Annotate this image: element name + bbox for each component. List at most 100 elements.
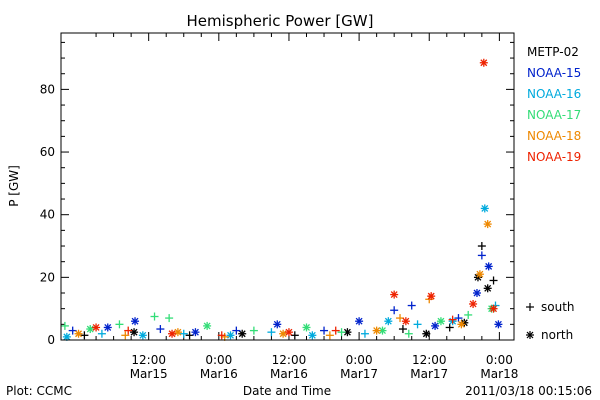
south-point-noaa-19 — [124, 326, 133, 335]
x-tick-date-label: Mar17 — [410, 367, 448, 381]
marker-legend-north-icon — [526, 331, 534, 339]
north-point-noaa-17 — [203, 321, 212, 330]
south-point-noaa-19 — [448, 315, 457, 324]
legend-item-noaa-19: NOAA-19 — [527, 150, 581, 164]
north-point-noaa-16 — [226, 331, 235, 340]
south-point-noaa-18 — [396, 314, 405, 323]
footer-plot-source: Plot: CCMC — [6, 384, 72, 398]
south-point-metp-02 — [398, 325, 407, 334]
x-tick-time-label: 0:00 — [205, 353, 232, 367]
legend-item-metp-02: METP-02 — [527, 45, 579, 59]
south-point-metp-02 — [489, 276, 498, 285]
north-point-noaa-18 — [475, 270, 484, 279]
north-point-noaa-19 — [489, 304, 498, 313]
y-tick-label: 80 — [40, 82, 55, 96]
south-point-metp-02 — [185, 331, 194, 340]
north-point-noaa-19 — [390, 290, 399, 299]
north-point-noaa-15 — [131, 317, 140, 326]
legend-item-noaa-17: NOAA-17 — [527, 108, 581, 122]
north-point-noaa-18 — [372, 326, 381, 335]
south-point-metp-02 — [445, 323, 454, 332]
north-point-noaa-17 — [302, 323, 311, 332]
north-point-noaa-15 — [355, 317, 364, 326]
north-point-noaa-17 — [436, 317, 445, 326]
x-tick-time-label: 0:00 — [486, 353, 513, 367]
legend-item-noaa-15: NOAA-15 — [527, 66, 581, 80]
y-axis-label: P [GW] — [7, 165, 21, 207]
south-point-noaa-15 — [390, 306, 399, 315]
south-point-noaa-16 — [360, 329, 369, 338]
legend: METP-02 NOAA-15 NOAA-16 NOAA-17 NOAA-18 NOAA-… — [527, 45, 581, 164]
south-point-noaa-19 — [331, 326, 340, 335]
x-tick-date-label: Mar17 — [340, 367, 378, 381]
footer-timestamp: 2011/03/18 00:15:06 — [465, 384, 592, 398]
south-point-noaa-15 — [454, 314, 463, 323]
north-point-noaa-16 — [384, 317, 393, 326]
north-point-noaa-16 — [480, 204, 489, 213]
chart-title: Hemispheric Power [GW] — [187, 12, 374, 30]
north-point-noaa-15 — [431, 321, 440, 330]
north-point-noaa-18 — [483, 220, 492, 229]
marker-legend-south-icon — [526, 303, 534, 311]
north-point-noaa-15 — [472, 289, 481, 298]
south-point-metp-02 — [80, 331, 89, 340]
x-axis-label: Date and Time — [243, 384, 331, 398]
south-point-noaa-15 — [477, 251, 486, 260]
south-point-noaa-15 — [407, 301, 416, 310]
north-point-noaa-15 — [484, 262, 493, 271]
north-point-noaa-19 — [469, 299, 478, 308]
ticks-layer: 02040608012:00Mar150:00Mar1612:00Mar160:… — [40, 33, 518, 381]
north-point-noaa-19 — [168, 329, 177, 338]
x-tick-date-label: Mar18 — [480, 367, 518, 381]
south-point-noaa-17 — [249, 326, 258, 335]
north-point-noaa-19 — [427, 292, 436, 301]
legend-item-noaa-16: NOAA-16 — [527, 87, 581, 101]
legend-item-noaa-18: NOAA-18 — [527, 129, 581, 143]
north-point-noaa-15 — [191, 328, 200, 337]
south-point-noaa-15 — [68, 326, 77, 335]
north-point-noaa-15 — [103, 323, 112, 332]
north-point-metp-02 — [238, 329, 247, 338]
south-point-noaa-17 — [337, 328, 346, 337]
y-tick-label: 20 — [40, 270, 55, 284]
north-point-noaa-19 — [479, 58, 488, 67]
north-point-metp-02 — [130, 328, 139, 337]
north-point-noaa-19 — [284, 328, 293, 337]
north-point-noaa-16 — [308, 331, 317, 340]
north-point-noaa-16 — [138, 331, 147, 340]
marker-legend: south north — [526, 300, 575, 342]
north-point-metp-02 — [422, 329, 431, 338]
x-tick-time-label: 12:00 — [412, 353, 447, 367]
x-tick-date-label: Mar15 — [130, 367, 168, 381]
x-tick-time-label: 0:00 — [346, 353, 373, 367]
south-point-noaa-16 — [97, 329, 106, 338]
south-point-noaa-15 — [232, 326, 241, 335]
south-point-metp-02 — [290, 331, 299, 340]
north-point-noaa-19 — [92, 323, 101, 332]
south-point-noaa-17 — [464, 310, 473, 319]
south-point-noaa-17 — [60, 321, 69, 330]
south-point-noaa-16 — [267, 328, 276, 337]
south-point-noaa-16 — [179, 329, 188, 338]
north-point-noaa-15 — [273, 320, 282, 329]
north-point-noaa-18 — [173, 328, 182, 337]
south-point-noaa-17 — [115, 320, 124, 329]
marker-legend-north: north — [541, 328, 573, 342]
north-point-noaa-19 — [401, 317, 410, 326]
south-point-noaa-15 — [320, 326, 329, 335]
south-point-noaa-17 — [150, 312, 159, 321]
north-point-metp-02 — [483, 284, 492, 293]
north-point-noaa-15 — [494, 320, 503, 329]
y-tick-label: 40 — [40, 208, 55, 222]
north-point-noaa-18 — [457, 320, 466, 329]
south-point-metp-02 — [477, 242, 486, 251]
north-point-noaa-18 — [279, 329, 288, 338]
points-layer — [60, 58, 503, 341]
y-tick-label: 0 — [47, 333, 55, 347]
south-point-noaa-15 — [156, 325, 165, 334]
south-point-noaa-17 — [404, 329, 413, 338]
marker-legend-south: south — [541, 300, 575, 314]
south-point-noaa-16 — [413, 320, 422, 329]
north-point-noaa-17 — [86, 325, 95, 334]
